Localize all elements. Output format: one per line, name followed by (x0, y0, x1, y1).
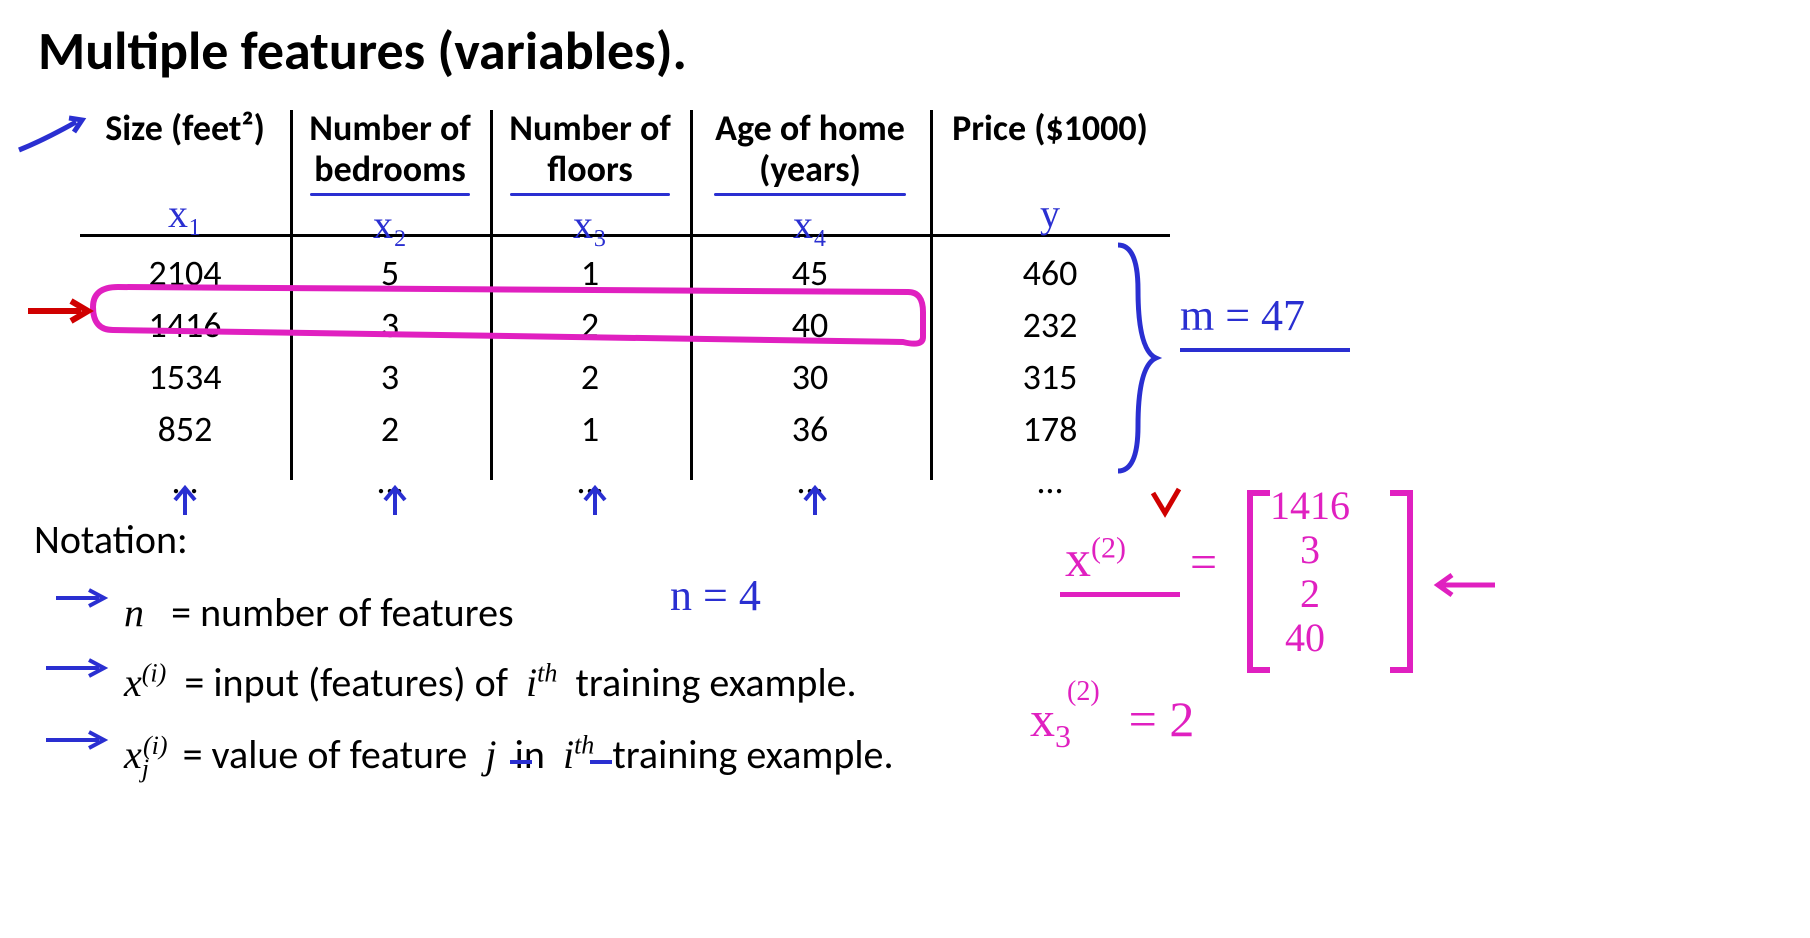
hand-underline (510, 193, 670, 196)
arrow-icon (26, 296, 96, 326)
hand-x3: x₃ (490, 202, 690, 248)
notation-xi: x(i) = input (features) of ith training … (124, 658, 857, 707)
hand-sup: (2) (1091, 532, 1126, 565)
hand-underline (714, 193, 906, 196)
col-header-price: Price ($1000) y (930, 108, 1170, 237)
table-row: 852 2 1 36 178 (80, 404, 1200, 456)
math-n: n (124, 590, 144, 635)
hand-m-eq-47: m = 47 (1180, 290, 1305, 341)
hand-sub: 3 (1055, 718, 1071, 754)
notation-text: = number of features (171, 588, 513, 637)
hand-n-eq-4: n = 4 (670, 570, 761, 621)
hand-x: x (1030, 691, 1055, 747)
notation-text: training example. (575, 658, 856, 707)
arrow-icon (14, 110, 94, 160)
notation-text: training example. (612, 730, 893, 779)
table-row: 1534 3 2 30 315 (80, 352, 1200, 404)
arrow-up-icon (795, 480, 835, 520)
header-text: (years) (690, 149, 930, 190)
arrow-up-icon (575, 480, 615, 520)
arrow-icon (44, 726, 114, 754)
notation-text: in (515, 730, 545, 779)
col-header-floors: Number of floors x₃ (490, 108, 690, 248)
cell: 2 (290, 409, 490, 450)
notation-text: = value of feature (183, 730, 468, 779)
arrow-icon (54, 584, 114, 612)
page-title: Multiple features (variables). (38, 18, 687, 84)
hand-y: y (930, 191, 1170, 237)
hand-x32: x3(2) = 2 (1030, 690, 1194, 755)
vec-c: 2 (1300, 570, 1320, 617)
header-text: Number of (290, 108, 490, 149)
cell: 36 (690, 409, 930, 450)
math-j: j (485, 732, 496, 777)
hand-underline (510, 760, 532, 764)
table-row: … … … … … (80, 456, 1200, 508)
col-header-age: Age of home (years) x₄ (690, 108, 930, 248)
vec-a: 1416 (1270, 482, 1350, 529)
header-text: floors (490, 149, 690, 190)
vec-d: 40 (1285, 614, 1325, 661)
math-xij: xj(i) (124, 732, 174, 777)
cell: 1 (490, 409, 690, 450)
hand-sup: (2) (1067, 676, 1100, 707)
header-text: Size (feet²) (80, 108, 290, 149)
hand-underline (310, 193, 470, 196)
hand-underline (1180, 348, 1350, 352)
hand-underline (590, 760, 612, 764)
header-text: Age of home (690, 108, 930, 149)
notation-heading: Notation: (34, 515, 188, 564)
hand-eq: = (1190, 535, 1217, 590)
cell: 3 (290, 357, 490, 398)
hand-x2: x₂ (290, 202, 490, 248)
notation-xij: xj(i) = value of feature j in ith traini… (124, 730, 894, 784)
hand-x1: x₁ (80, 191, 290, 237)
cell: 2 (490, 357, 690, 398)
arrow-icon (44, 654, 114, 682)
arrow-up-icon (375, 480, 415, 520)
hand-underline (1060, 592, 1180, 597)
col-header-bedrooms: Number of bedrooms x₂ (290, 108, 490, 248)
cell: 1534 (80, 357, 290, 398)
math-xi: x(i) (124, 660, 166, 705)
header-text: Number of (490, 108, 690, 149)
arrow-up-icon (165, 480, 205, 520)
tick-icon (1145, 485, 1185, 525)
hand-x2-label: x(2) (1065, 530, 1126, 589)
hand-x: x (1065, 531, 1091, 588)
hand-rhs: = 2 (1129, 691, 1195, 747)
math-ith: ith (563, 732, 594, 777)
cell: 30 (690, 357, 930, 398)
notation-n: n = number of features (124, 588, 514, 637)
vec-b: 3 (1300, 526, 1320, 573)
col-header-size: Size (feet²) x₁ (80, 108, 290, 237)
header-text: bedrooms (290, 149, 490, 190)
row-highlight-icon (88, 282, 928, 352)
notation-text: = input (features) of (184, 658, 508, 707)
math-ith: ith (526, 660, 557, 705)
arrow-left-icon (1430, 570, 1500, 600)
cell: 852 (80, 409, 290, 450)
hand-x4: x₄ (690, 202, 930, 248)
brace-icon (1108, 240, 1168, 476)
header-text: Price ($1000) (930, 108, 1170, 149)
